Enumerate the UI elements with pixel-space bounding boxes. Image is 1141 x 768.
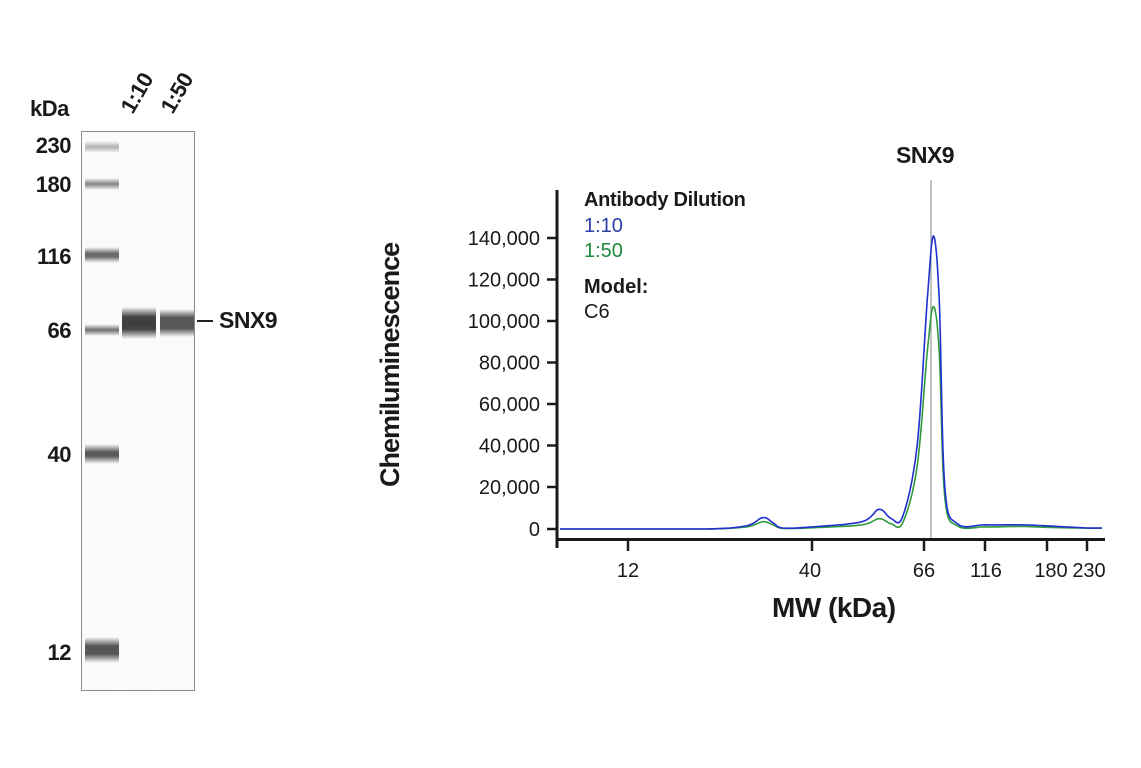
- sample-lane-1-10: [122, 132, 156, 690]
- target-pointer-line: [197, 320, 213, 322]
- gel-target-label: SNX9: [219, 307, 278, 333]
- marker-label-180: 180: [35, 172, 72, 197]
- marker-label-66: 66: [47, 318, 72, 343]
- y-tick-120000: 120,000: [468, 270, 540, 292]
- y-tick-60000: 60,000: [479, 394, 540, 416]
- x-tick-labels: 12 40 66 116 180 230: [617, 560, 1106, 582]
- ladder-band-116: [85, 247, 119, 263]
- x-tick-12: 12: [617, 560, 639, 582]
- sample-lane-1-50: [160, 132, 194, 690]
- legend-model-value: C6: [584, 301, 610, 323]
- x-tick-230: 230: [1072, 560, 1105, 582]
- x-tick-180: 180: [1034, 560, 1067, 582]
- y-tick-20000: 20,000: [479, 477, 540, 499]
- x-ticks: [626, 539, 1089, 551]
- ladder-band-180: [85, 178, 119, 190]
- x-tick-66: 66: [913, 560, 935, 582]
- legend-item-1-50: 1:50: [584, 240, 623, 262]
- marker-label-230: 230: [35, 133, 72, 158]
- y-tick-40000: 40,000: [479, 436, 540, 458]
- ladder-lane: [85, 132, 119, 690]
- x-tick-116: 116: [970, 560, 1002, 582]
- snx9-band-1-50: [160, 309, 194, 337]
- ladder-band-40: [85, 444, 119, 464]
- y-tick-100000: 100,000: [468, 311, 540, 333]
- y-tick-140000: 140,000: [468, 228, 540, 250]
- y-tick-0: 0: [529, 519, 540, 541]
- series-line-1-10: [560, 235, 1102, 530]
- legend-item-1-10: 1:10: [584, 215, 623, 237]
- marker-label-40: 40: [47, 442, 72, 467]
- x-axis-label: MW (kDa): [772, 592, 896, 623]
- ladder-band-66: [85, 324, 119, 336]
- y-tick-labels: 140,000 120,000 100,000 80,000 60,000 40…: [468, 228, 540, 541]
- ladder-band-230: [85, 141, 119, 153]
- y-ticks: [547, 236, 557, 531]
- snx9-band-1-10: [122, 307, 156, 339]
- y-tick-80000: 80,000: [479, 353, 540, 375]
- x-tick-40: 40: [799, 560, 821, 582]
- chart-title: SNX9: [896, 142, 955, 168]
- legend-model-title: Model:: [584, 276, 649, 298]
- marker-label-116: 116: [37, 244, 72, 269]
- gel-unit-label: kDa: [30, 96, 69, 121]
- gel-image: [81, 131, 195, 691]
- legend-title: Antibody Dilution: [584, 189, 746, 211]
- ladder-band-12: [85, 637, 119, 663]
- series-line-1-50: [560, 305, 1102, 530]
- marker-label-12: 12: [47, 640, 72, 665]
